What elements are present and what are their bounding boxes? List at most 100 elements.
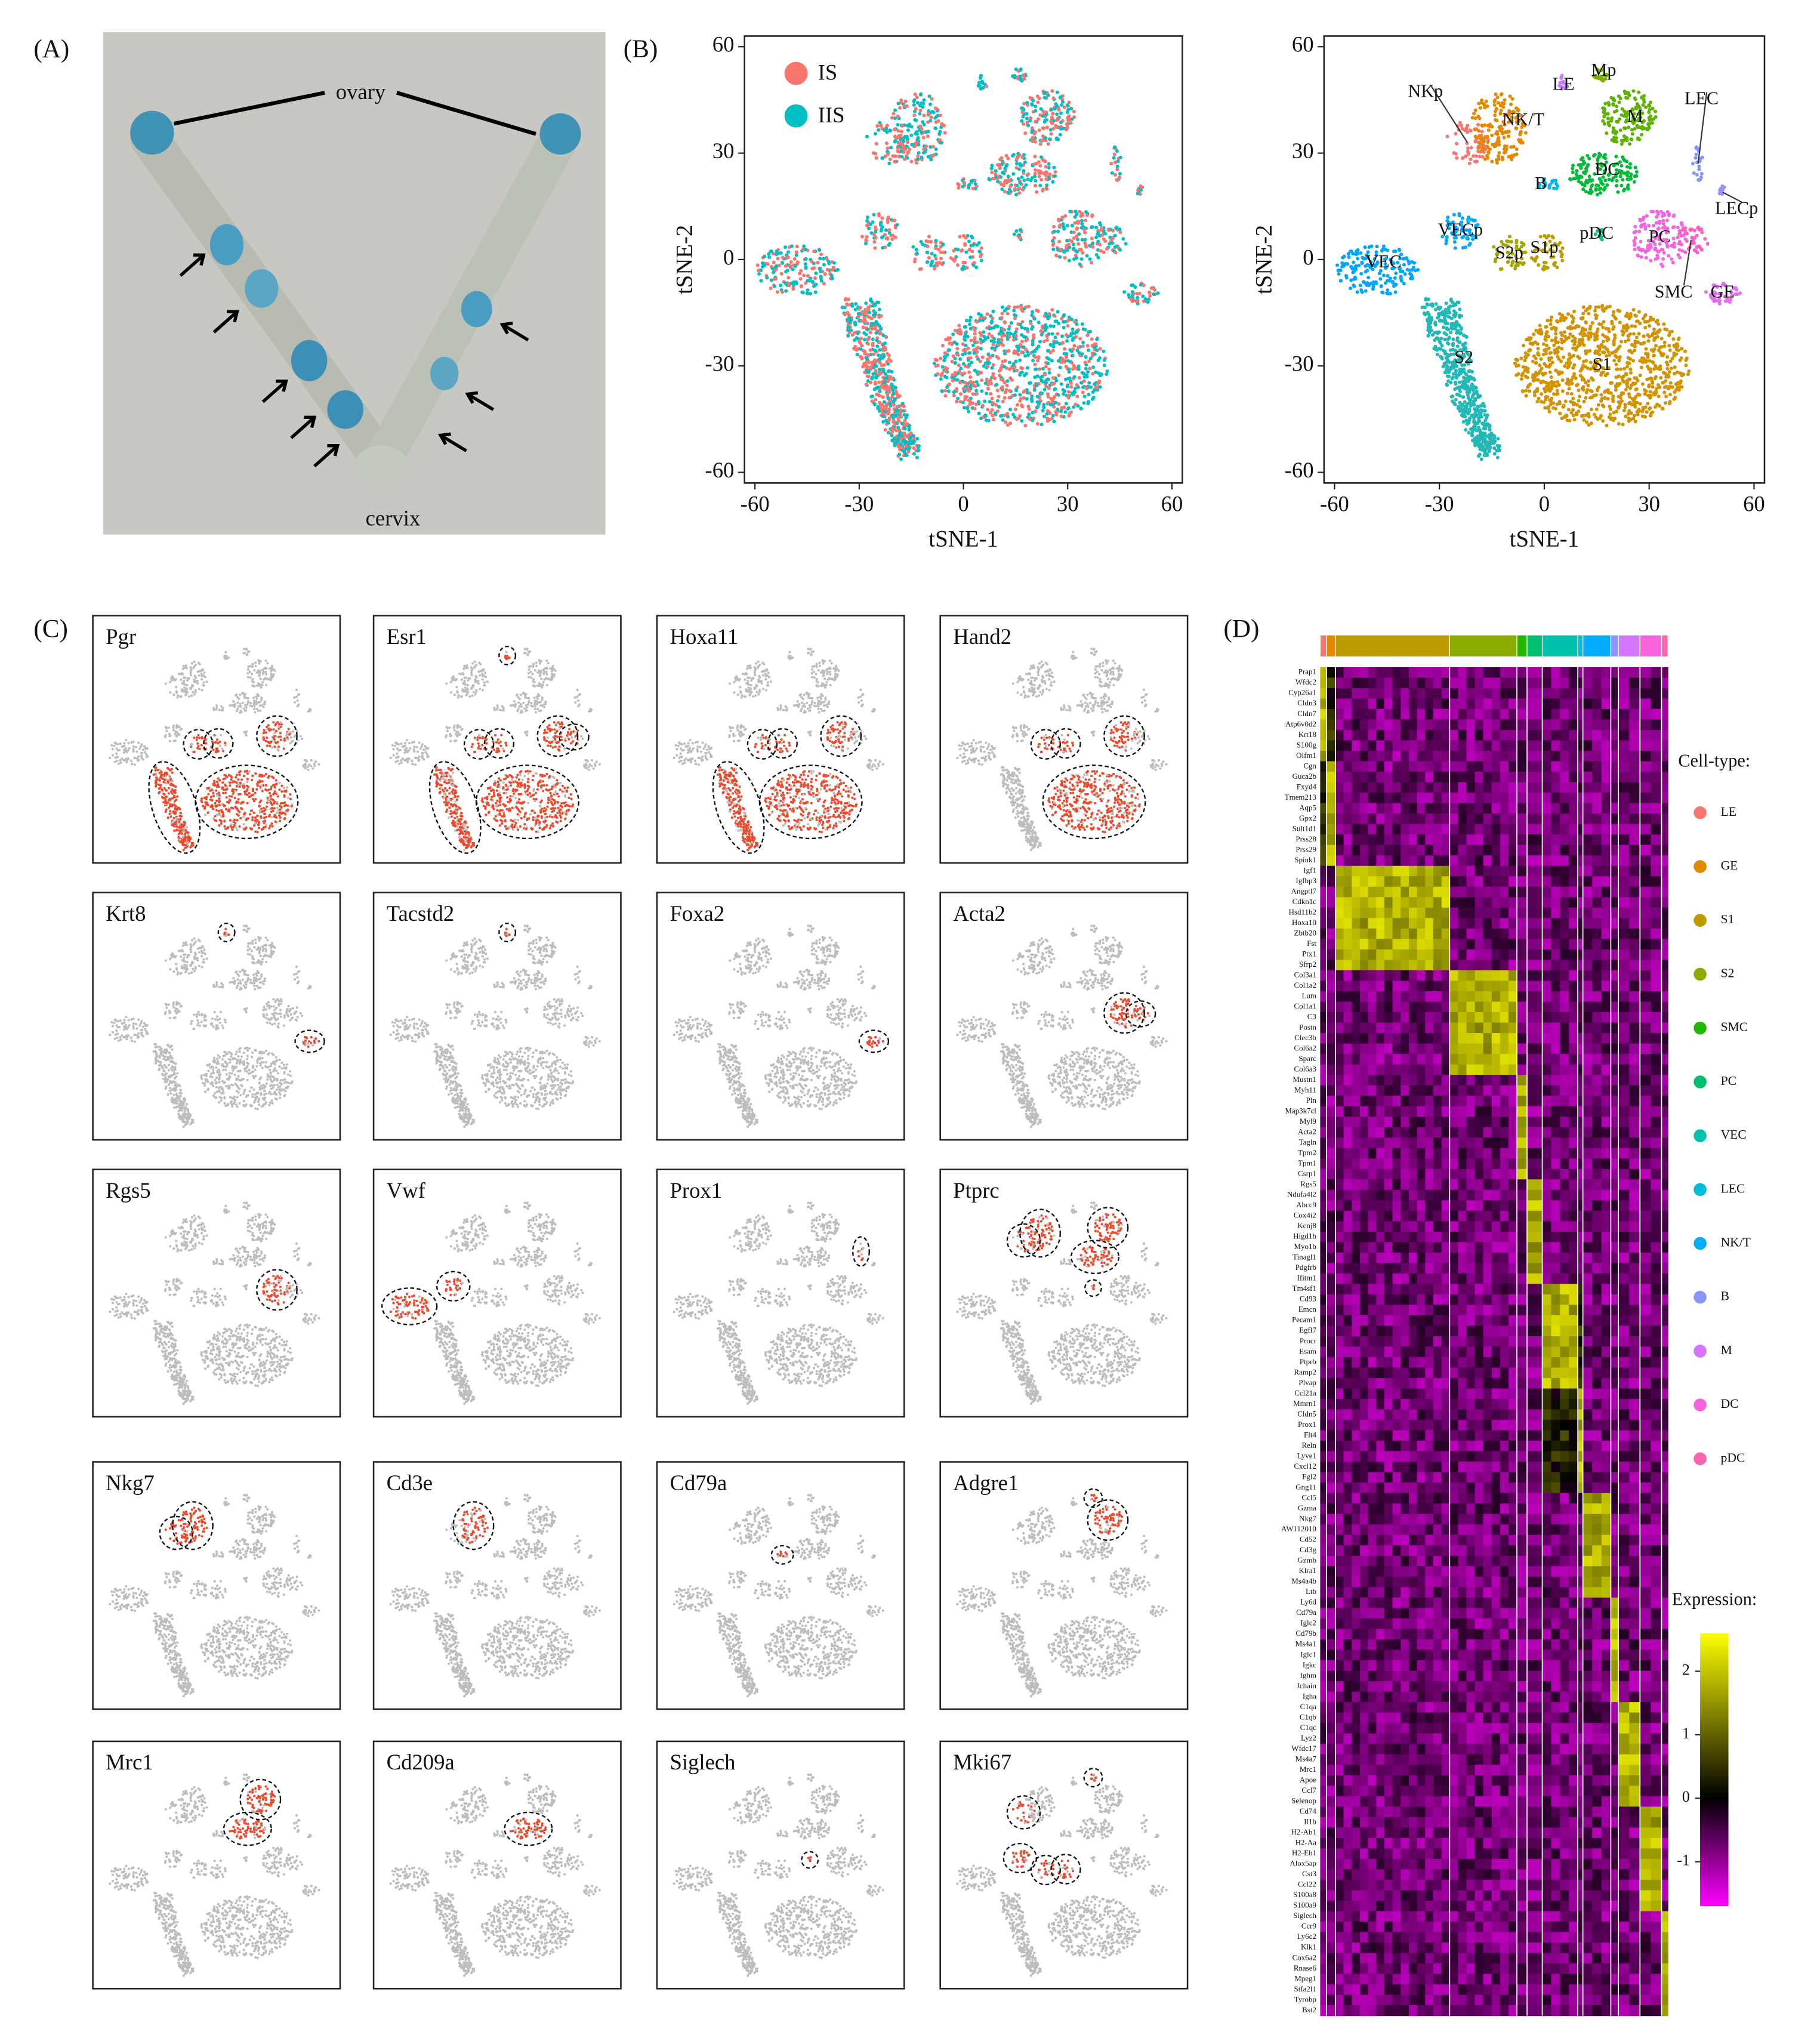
point — [1481, 143, 1485, 147]
point — [956, 248, 960, 252]
point — [872, 309, 876, 313]
point — [1631, 89, 1636, 93]
point — [1426, 325, 1430, 329]
point — [953, 356, 957, 360]
point — [1540, 366, 1544, 371]
point — [1667, 254, 1671, 258]
point — [1025, 390, 1029, 394]
point — [1476, 443, 1480, 448]
point — [1438, 312, 1442, 316]
point — [1078, 337, 1082, 341]
point — [1490, 159, 1494, 164]
point — [1041, 409, 1045, 413]
point — [878, 324, 882, 328]
x-tick-label: -30 — [844, 492, 874, 516]
point — [1064, 365, 1068, 369]
point — [1065, 103, 1069, 107]
point — [903, 157, 907, 161]
point — [959, 366, 963, 371]
point — [1441, 325, 1445, 329]
point — [1427, 331, 1432, 335]
point — [1051, 324, 1056, 328]
point — [1052, 165, 1056, 169]
point — [968, 322, 972, 326]
point — [1478, 106, 1482, 110]
point — [856, 337, 860, 341]
point — [883, 245, 887, 249]
point — [873, 402, 877, 406]
point — [1003, 166, 1007, 171]
point — [1041, 171, 1045, 175]
point — [1606, 112, 1610, 116]
point — [897, 155, 901, 159]
point — [1631, 308, 1636, 312]
x-tick-label: 0 — [1539, 492, 1550, 516]
point — [971, 263, 976, 267]
point — [1067, 315, 1071, 319]
point — [890, 383, 894, 387]
point — [967, 248, 971, 252]
point — [1620, 142, 1624, 146]
x-axis-label: tSNE-1 — [1510, 526, 1580, 551]
point — [1394, 271, 1398, 275]
point — [1476, 426, 1480, 430]
point — [881, 395, 885, 399]
point — [1007, 360, 1011, 365]
point — [987, 332, 991, 336]
point — [899, 403, 903, 408]
point — [1492, 452, 1497, 456]
point — [934, 127, 938, 131]
point — [1055, 90, 1059, 94]
point — [971, 186, 975, 190]
point — [1567, 364, 1571, 368]
point — [1363, 281, 1367, 285]
point — [829, 273, 834, 278]
points — [755, 67, 1160, 461]
point — [854, 302, 858, 306]
point — [1625, 159, 1629, 164]
point — [974, 388, 979, 393]
point — [1008, 332, 1013, 336]
point — [1022, 122, 1026, 126]
point — [843, 306, 847, 310]
point — [1003, 359, 1007, 363]
point — [1560, 246, 1565, 250]
point — [1633, 165, 1637, 169]
point — [991, 177, 995, 181]
point — [779, 251, 783, 255]
point — [955, 263, 960, 267]
point — [922, 98, 926, 102]
arrow — [499, 322, 529, 342]
point — [1671, 214, 1676, 218]
point — [1633, 224, 1637, 229]
point — [967, 398, 971, 402]
point — [1537, 353, 1541, 357]
point — [1634, 335, 1639, 340]
point — [979, 246, 983, 250]
point — [878, 331, 882, 336]
point — [780, 261, 784, 266]
point — [1052, 341, 1056, 346]
point — [995, 179, 1000, 184]
point — [1434, 302, 1438, 306]
point — [818, 257, 822, 261]
point — [880, 227, 884, 232]
point — [1071, 337, 1075, 341]
point — [1090, 225, 1094, 229]
point — [798, 277, 803, 281]
point — [1671, 236, 1676, 240]
point — [1642, 222, 1646, 226]
point — [1606, 390, 1611, 394]
point — [1110, 241, 1115, 245]
point — [863, 241, 868, 245]
point — [1449, 331, 1453, 335]
point — [1090, 261, 1094, 265]
arrow — [261, 380, 288, 403]
point — [939, 141, 943, 145]
point — [865, 223, 869, 227]
point — [1066, 323, 1070, 328]
point — [1367, 283, 1371, 288]
point — [919, 239, 923, 244]
point — [1068, 411, 1072, 415]
point — [939, 125, 943, 130]
